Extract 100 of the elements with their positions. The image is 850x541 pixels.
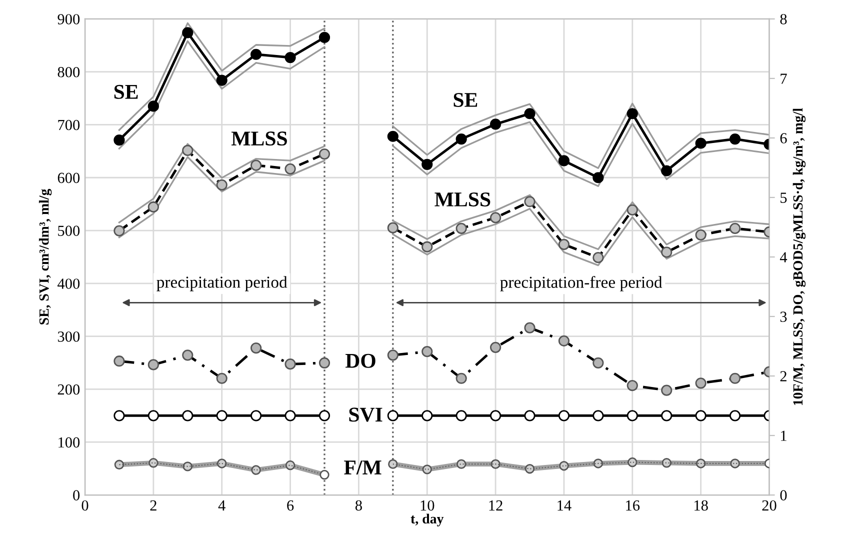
point: [318, 32, 330, 44]
y-tick-label: 500: [58, 226, 80, 236]
y2-tick-label: 6: [780, 133, 787, 144]
point: [490, 118, 502, 130]
point: [524, 108, 536, 120]
y2-tick-label: 7: [780, 74, 787, 84]
point: [216, 74, 228, 86]
x-tick-label: 0: [82, 500, 88, 511]
point: [695, 229, 706, 241]
text: MLSS: [231, 132, 287, 146]
point: [387, 350, 398, 361]
point: [558, 238, 570, 250]
point: [318, 148, 330, 160]
x-tick-label: 10: [420, 500, 434, 511]
annotation: precipitation-free period: [500, 276, 662, 292]
y-tick-label: 300: [58, 331, 80, 342]
point: [148, 410, 159, 422]
point: [661, 165, 672, 176]
y-tick-label: 800: [58, 66, 80, 78]
point: [662, 458, 672, 468]
point: [695, 138, 706, 149]
point: [182, 27, 194, 38]
y2-tick-label: 0: [780, 490, 787, 500]
point: [148, 458, 158, 468]
point: [216, 458, 227, 468]
y2-tick-label: 8: [780, 14, 787, 24]
point: [524, 196, 536, 208]
point: [524, 410, 536, 422]
y2-tick-label: 3: [780, 312, 787, 322]
point: [422, 346, 433, 358]
point: [148, 201, 159, 213]
point: [661, 410, 672, 422]
point: [592, 357, 604, 368]
point: [318, 410, 330, 422]
y2-tick-label: 1: [781, 430, 786, 441]
point: [422, 464, 432, 474]
y-tick-label: 200: [58, 384, 80, 395]
point: [216, 179, 228, 191]
x-tick-label: 4: [218, 500, 226, 510]
point: [284, 163, 296, 174]
x-tick-label: 12: [489, 500, 502, 510]
point: [695, 410, 706, 422]
point: [114, 134, 125, 146]
y2-tick-label: 5: [780, 192, 787, 203]
point: [524, 322, 536, 334]
point: [114, 225, 125, 236]
point: [251, 465, 261, 475]
annotation: precipitation period: [156, 276, 288, 292]
point: [250, 410, 262, 422]
point: [490, 212, 502, 224]
point: [148, 359, 159, 370]
x-tick-label: 2: [150, 500, 156, 510]
series-label: F/M: [344, 460, 382, 475]
x-tick-label: 14: [558, 500, 572, 510]
point: [422, 241, 433, 252]
point: [250, 342, 262, 354]
y-tick-label: 400: [58, 278, 80, 289]
series-label: MLSS: [434, 192, 490, 206]
point: [250, 48, 262, 60]
point: [729, 372, 741, 384]
point: [490, 459, 500, 469]
point: [592, 172, 604, 184]
point: [285, 460, 296, 470]
x-tick-label: 16: [626, 500, 640, 511]
x-tick-label: 8: [355, 500, 362, 511]
point: [114, 410, 125, 422]
point: [318, 357, 330, 368]
series-label: SE: [114, 84, 138, 99]
y2-axis-title: 10F/M, MLSS, DO, gBOD5/gMLSS·d, kg/m³, mg/l: [792, 108, 806, 405]
x-tick-label: 20: [762, 500, 776, 511]
point: [661, 384, 672, 396]
y-tick-label: 0: [73, 490, 80, 500]
point: [456, 372, 467, 384]
point: [696, 458, 706, 468]
point: [626, 108, 638, 120]
point: [284, 410, 296, 422]
point: [182, 462, 192, 472]
point: [284, 52, 296, 64]
point: [422, 410, 433, 422]
point: [695, 378, 706, 389]
point: [250, 160, 262, 171]
point: [558, 410, 570, 422]
point: [592, 252, 604, 264]
y-tick-label: 700: [58, 120, 80, 130]
point: [284, 358, 296, 370]
point: [592, 410, 604, 422]
point: [148, 100, 159, 112]
series-label: DO: [345, 354, 376, 368]
y2-tick-label: 4: [780, 252, 788, 262]
point: [422, 158, 433, 170]
y-tick-label: 600: [58, 172, 80, 184]
point: [182, 144, 194, 156]
point: [114, 460, 124, 470]
point: [490, 410, 502, 422]
point: [388, 459, 398, 469]
point: [456, 459, 466, 469]
x-tick-label: 6: [287, 500, 294, 511]
point: [524, 464, 535, 474]
point: [729, 133, 741, 145]
point: [387, 222, 398, 234]
